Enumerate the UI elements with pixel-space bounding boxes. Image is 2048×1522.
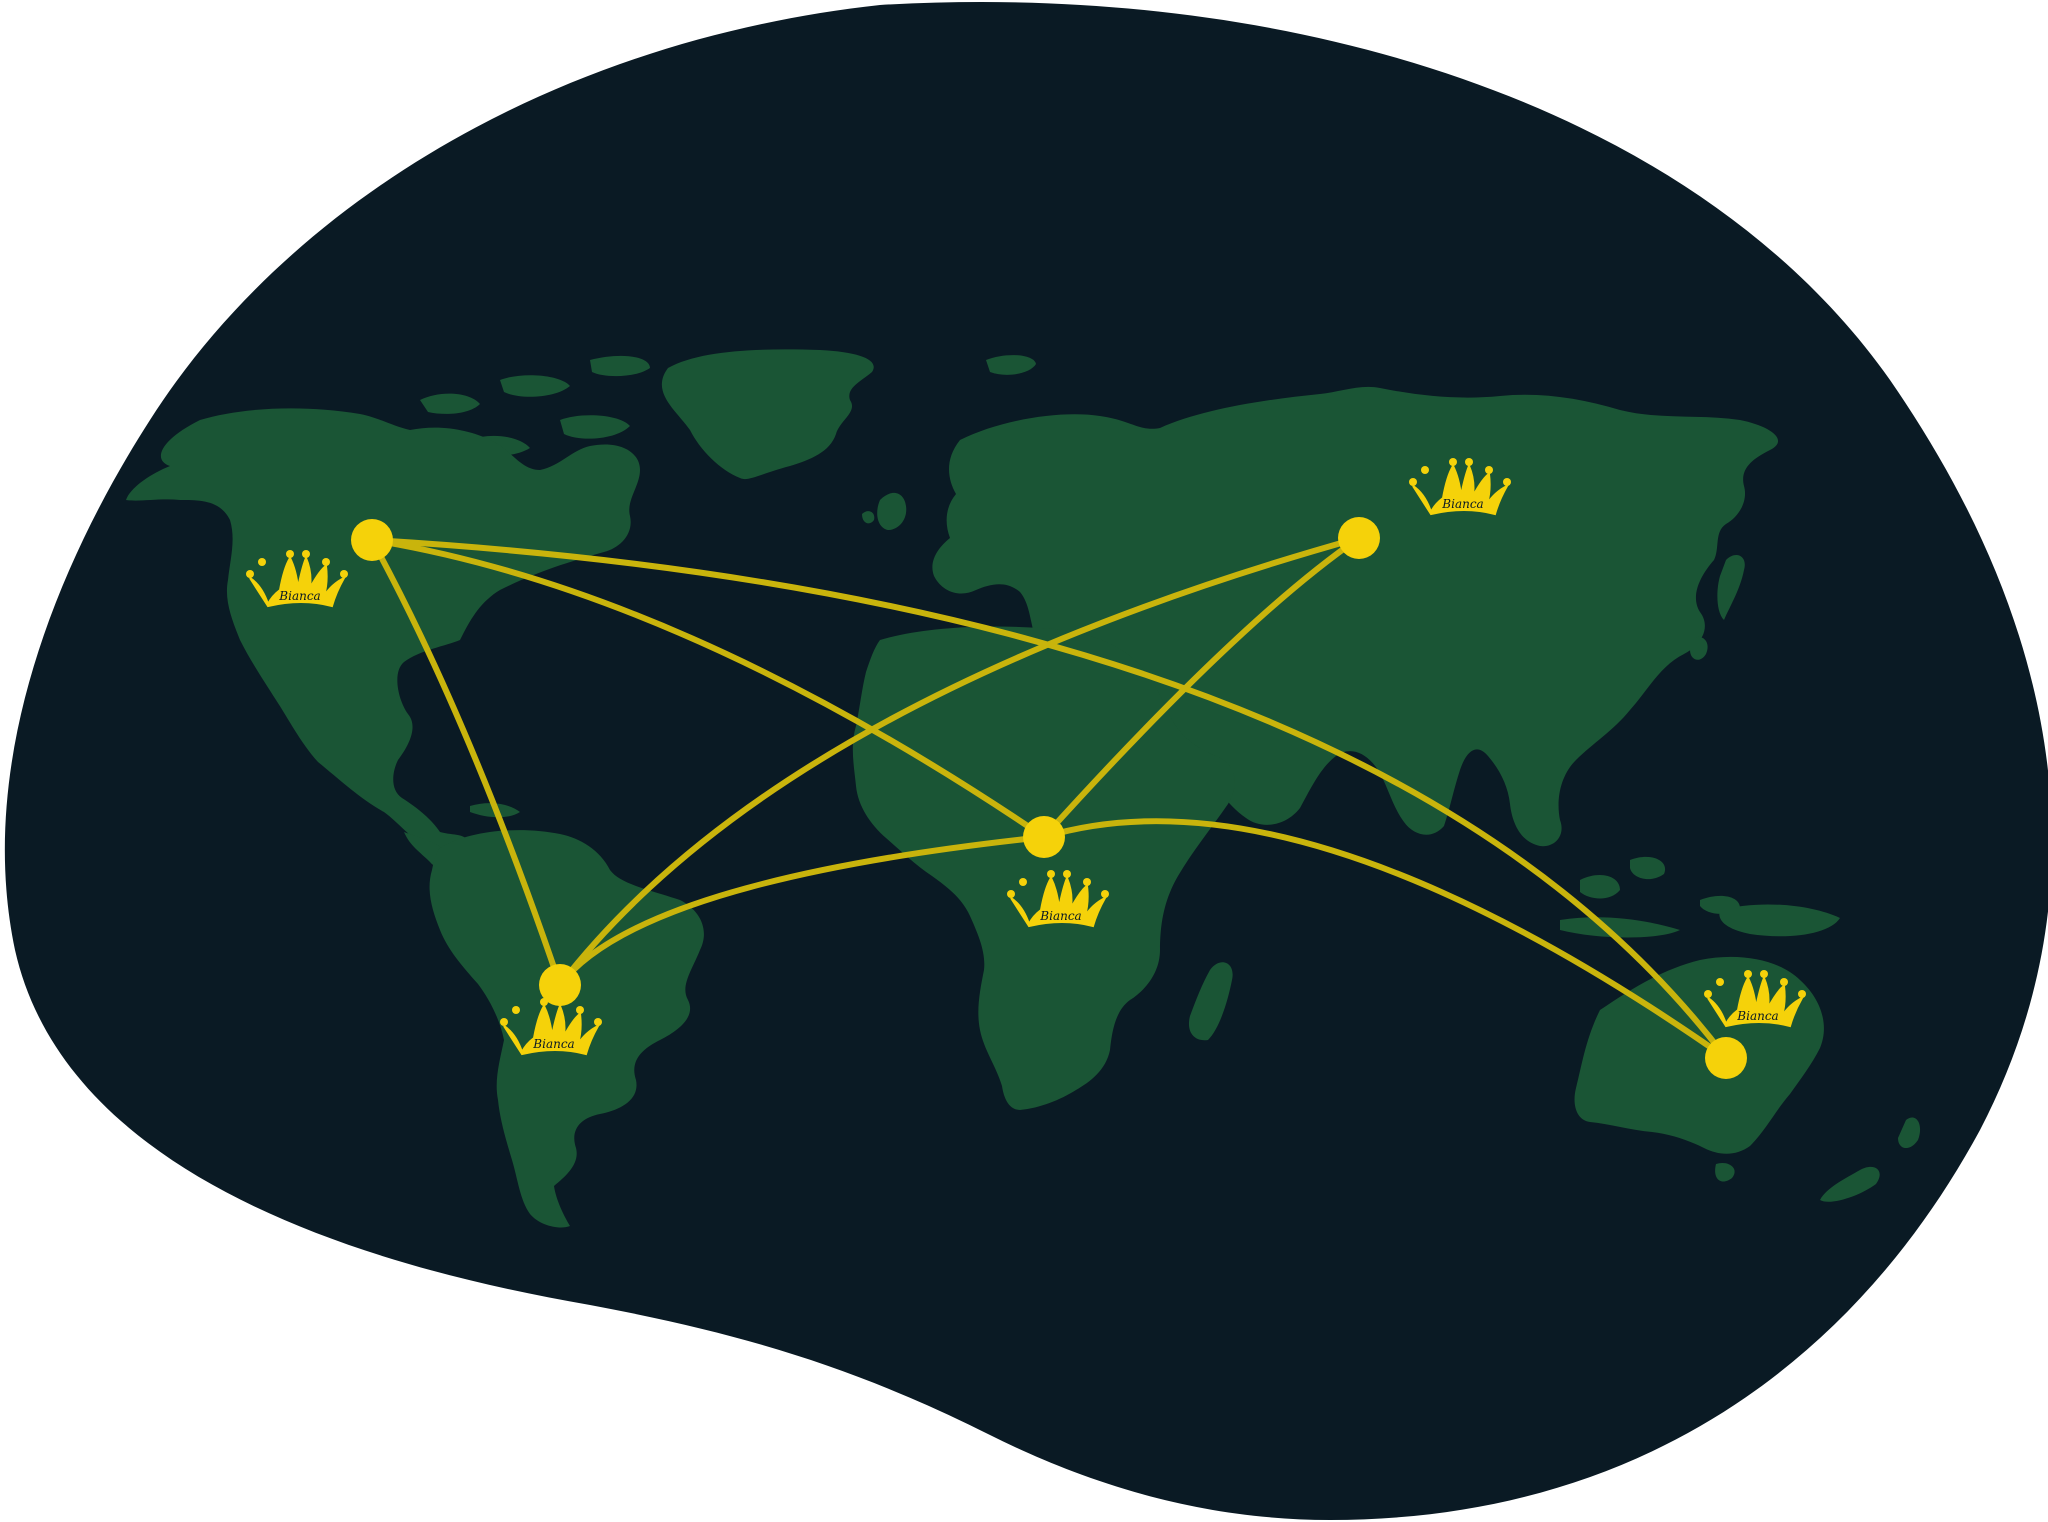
eurasia-landmass <box>932 386 1779 847</box>
crown-shape <box>503 1003 601 1056</box>
crown-tip <box>322 558 330 566</box>
location-node-australia <box>1705 1037 1747 1079</box>
crown-shape <box>1707 975 1805 1028</box>
route-north-america-to-australia <box>369 537 1729 1061</box>
greenland-landmass <box>661 349 874 480</box>
crown-tip <box>1798 990 1806 998</box>
crown-shape <box>1010 875 1108 928</box>
location-node-north-america <box>351 519 393 561</box>
africa-landmass <box>852 626 1235 1110</box>
crown-icon: Bianca <box>246 550 348 608</box>
location-node-south-america <box>539 964 581 1006</box>
crown-label: Bianca <box>278 589 320 603</box>
crown-label: Bianca <box>1441 497 1483 511</box>
crown-shape <box>1412 463 1510 516</box>
crown-tip <box>1704 990 1712 998</box>
crown-icon: Bianca <box>1704 970 1806 1028</box>
crown-tip <box>258 558 266 566</box>
crown-tip <box>512 1006 520 1014</box>
madagascar <box>1188 962 1233 1041</box>
route-lines <box>369 535 1729 1061</box>
japan-islands <box>1690 555 1745 660</box>
crown-tip <box>1063 870 1071 878</box>
crown-label: Bianca <box>1736 1009 1778 1023</box>
crown-tip <box>1449 458 1457 466</box>
route-south-america-to-asia <box>557 535 1362 988</box>
crown-tip <box>1465 458 1473 466</box>
location-node-africa <box>1023 816 1065 858</box>
crown-tip <box>1019 878 1027 886</box>
crown-tip <box>500 1018 508 1026</box>
crown-label: Bianca <box>1039 909 1081 923</box>
crown-shape <box>249 555 347 608</box>
southeast-asia-islands <box>1560 856 1840 938</box>
crown-label: Bianca <box>532 1037 574 1051</box>
crown-tip <box>246 570 254 578</box>
crown-tip <box>1083 878 1091 886</box>
crown-icon: Bianca <box>1007 870 1109 928</box>
crown-tip <box>1101 890 1109 898</box>
crown-tip <box>286 550 294 558</box>
crown-tip <box>1409 478 1417 486</box>
crown-tip <box>1047 870 1055 878</box>
crown-tip <box>1503 478 1511 486</box>
crown-tip <box>576 1006 584 1014</box>
iceland <box>986 355 1036 375</box>
crown-tip <box>1780 978 1788 986</box>
route-north-america-to-south-america <box>369 537 563 988</box>
new-zealand <box>1820 1117 1921 1202</box>
route-asia-to-africa <box>1041 535 1362 840</box>
crown-icon: Bianca <box>1409 458 1511 516</box>
crown-tip <box>594 1018 602 1026</box>
route-south-america-to-africa <box>557 834 1047 988</box>
crown-tip <box>1007 890 1015 898</box>
route-africa-to-australia <box>1041 818 1729 1061</box>
central-america <box>404 803 520 867</box>
arctic-islands <box>420 355 650 456</box>
crown-icon: Bianca <box>500 998 602 1056</box>
continents <box>126 349 1921 1228</box>
crown-markers: Bianca Bianca Bianca Bianca Bianca <box>246 458 1806 1056</box>
british-isles <box>862 492 907 530</box>
crown-tip <box>340 570 348 578</box>
location-node-asia <box>1338 517 1380 559</box>
north-america-landmass <box>126 408 640 857</box>
route-north-america-to-africa <box>369 537 1047 840</box>
crown-tip <box>1421 466 1429 474</box>
crown-tip <box>1485 466 1493 474</box>
crown-tip <box>1716 978 1724 986</box>
crown-tip <box>302 550 310 558</box>
crown-tip <box>1760 970 1768 978</box>
crown-tip <box>1744 970 1752 978</box>
location-nodes <box>351 517 1747 1079</box>
tasmania <box>1715 1162 1735 1182</box>
